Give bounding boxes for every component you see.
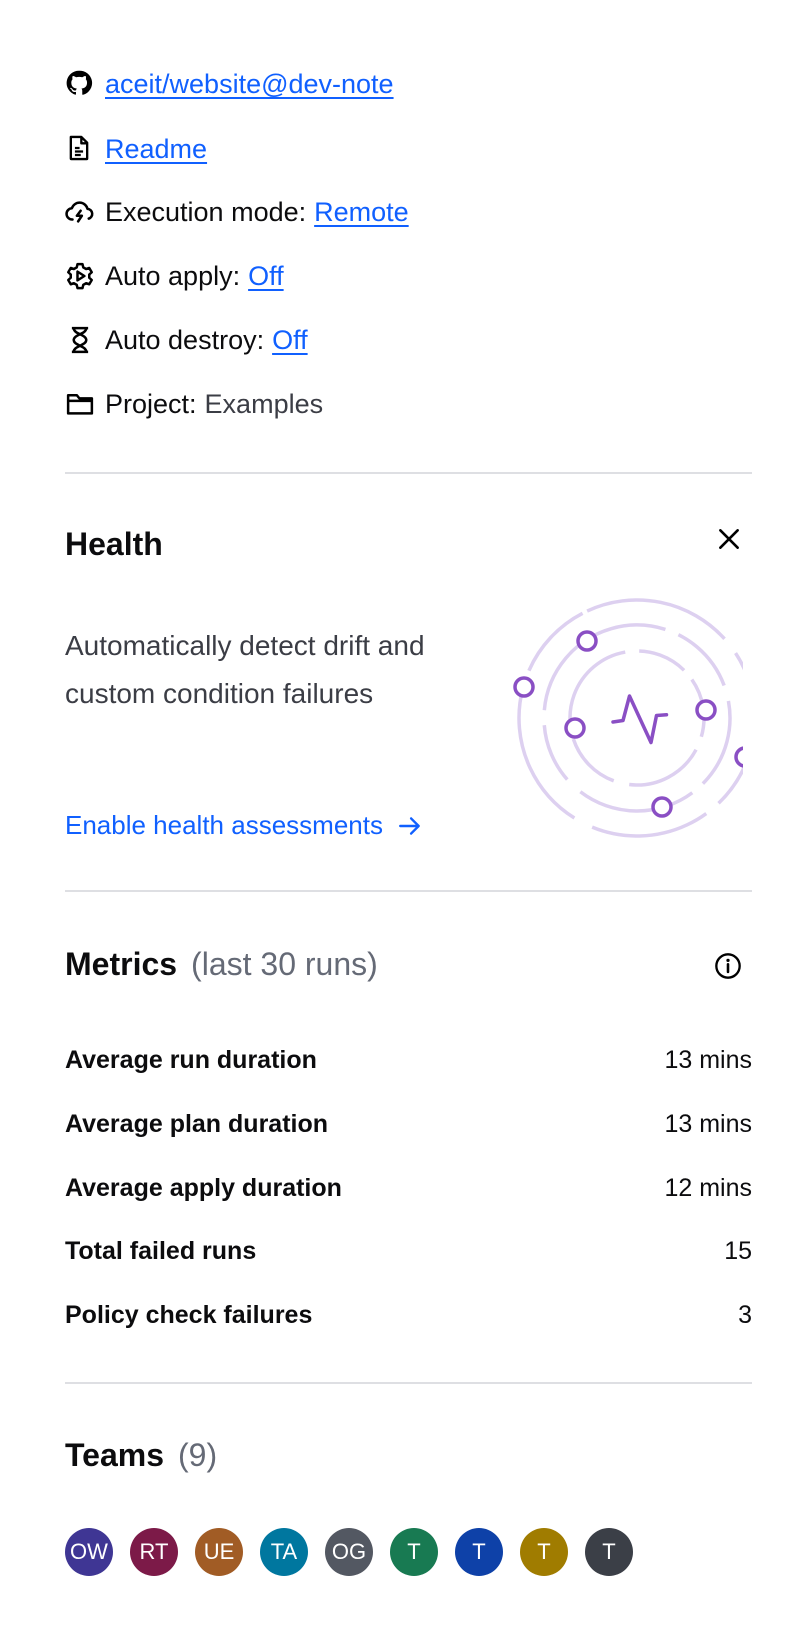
cloud-lightning-icon	[65, 197, 95, 227]
arrow-right-icon	[399, 816, 420, 835]
close-icon	[719, 529, 739, 549]
execution-mode-label: Execution mode:	[105, 196, 307, 227]
project-value: Examples	[204, 388, 324, 419]
file-text-icon	[65, 134, 95, 164]
metric-value: 15	[724, 1236, 752, 1265]
folder-icon	[65, 389, 95, 419]
github-icon	[65, 69, 95, 99]
metrics-title: Metrics	[65, 946, 178, 982]
repo-link[interactable]: aceit/website@dev-note	[105, 68, 394, 99]
project-label: Project:	[105, 388, 197, 419]
metric-value: 3	[738, 1300, 752, 1329]
metric-label: Policy check failures	[65, 1300, 313, 1329]
auto-apply-link[interactable]: Off	[248, 260, 284, 291]
metrics-header: Metrics (last 30 runs)	[65, 946, 378, 983]
auto-destroy-link[interactable]: Off	[272, 324, 308, 355]
team-avatar[interactable]: TA	[260, 1528, 308, 1576]
execution-mode-link[interactable]: Remote	[314, 196, 409, 227]
info-icon	[715, 953, 741, 979]
team-avatars: OW RT UE TA OG T T T T	[65, 1528, 633, 1576]
auto-destroy-row: Auto destroy: Off	[65, 322, 308, 358]
metric-row: Total failed runs 15	[65, 1234, 752, 1268]
divider	[65, 890, 752, 892]
close-health-button[interactable]	[716, 526, 742, 552]
health-illustration	[500, 590, 743, 850]
teams-title: Teams	[65, 1437, 165, 1473]
team-avatar[interactable]: UE	[195, 1528, 243, 1576]
gear-play-icon	[65, 261, 95, 291]
enable-health-label: Enable health assessments	[65, 810, 383, 840]
repo-row: aceit/website@dev-note	[65, 66, 394, 102]
teams-header: Teams (9)	[65, 1437, 217, 1474]
health-title: Health	[65, 526, 163, 562]
team-avatar[interactable]: T	[585, 1528, 633, 1576]
metric-row: Policy check failures 3	[65, 1298, 752, 1332]
execution-mode-row: Execution mode: Remote	[65, 194, 409, 230]
hourglass-icon	[65, 325, 95, 355]
metric-value: 12 mins	[664, 1173, 752, 1202]
team-avatar[interactable]: T	[520, 1528, 568, 1576]
readme-link[interactable]: Readme	[105, 133, 208, 164]
project-row: Project: Examples	[65, 386, 323, 422]
auto-destroy-label: Auto destroy:	[105, 324, 265, 355]
metric-value: 13 mins	[664, 1109, 752, 1138]
divider	[65, 472, 752, 474]
auto-apply-row: Auto apply: Off	[65, 258, 284, 294]
metric-label: Average plan duration	[65, 1109, 329, 1138]
readme-row: Readme	[65, 131, 207, 167]
auto-apply-label: Auto apply:	[105, 260, 241, 291]
metric-label: Average apply duration	[65, 1173, 342, 1202]
metric-label: Average run duration	[65, 1045, 317, 1074]
metric-value: 13 mins	[664, 1045, 752, 1074]
metric-row: Average run duration 13 mins	[65, 1043, 752, 1077]
metric-label: Total failed runs	[65, 1236, 257, 1265]
metric-row: Average apply duration 12 mins	[65, 1171, 752, 1205]
metrics-info-button[interactable]	[714, 952, 742, 985]
team-avatar[interactable]: OG	[325, 1528, 373, 1576]
enable-health-link[interactable]: Enable health assessments	[65, 810, 423, 841]
metrics-subtitle: (last 30 runs)	[191, 946, 378, 982]
team-avatar[interactable]: T	[390, 1528, 438, 1576]
divider	[65, 1382, 752, 1384]
metric-row: Average plan duration 13 mins	[65, 1107, 752, 1141]
health-description: Automatically detect drift and custom co…	[65, 630, 425, 709]
team-avatar[interactable]: RT	[130, 1528, 178, 1576]
team-avatar[interactable]: OW	[65, 1528, 113, 1576]
teams-count: (9)	[178, 1437, 218, 1473]
team-avatar[interactable]: T	[455, 1528, 503, 1576]
